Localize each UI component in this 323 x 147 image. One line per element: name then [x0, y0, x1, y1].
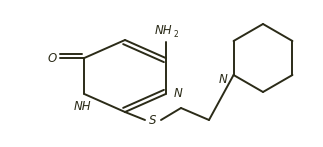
Text: NH: NH — [74, 100, 91, 112]
Text: N: N — [173, 86, 182, 100]
Text: N: N — [219, 72, 228, 86]
Text: S: S — [149, 113, 157, 127]
Text: O: O — [48, 51, 57, 65]
Text: NH: NH — [155, 24, 172, 36]
Text: 2: 2 — [173, 30, 178, 39]
